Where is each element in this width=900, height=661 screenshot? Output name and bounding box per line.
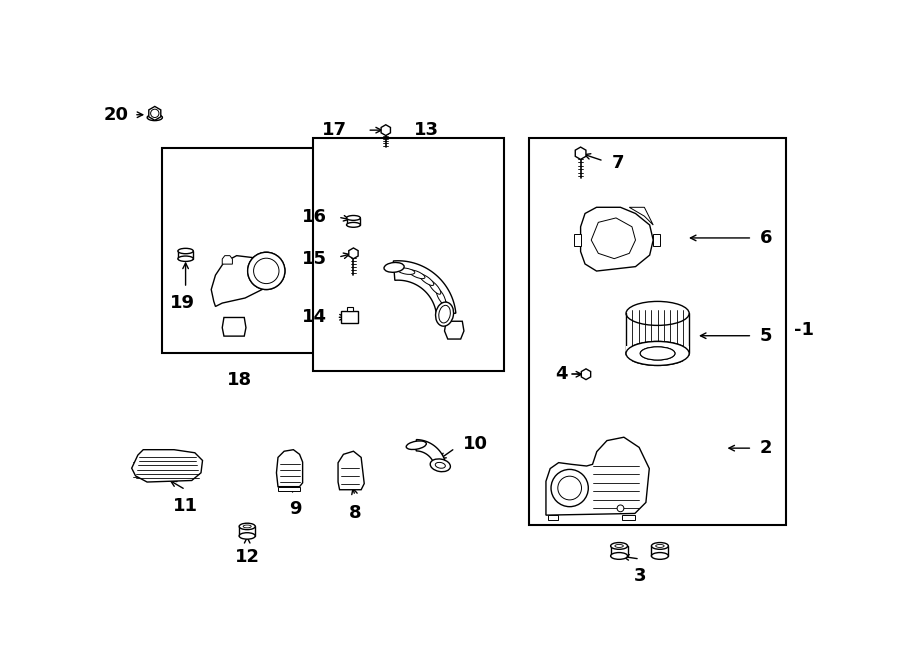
Circle shape — [558, 476, 581, 500]
Ellipse shape — [640, 347, 675, 360]
Ellipse shape — [346, 215, 360, 220]
Bar — [529, 138, 787, 525]
Circle shape — [150, 109, 159, 118]
Ellipse shape — [409, 270, 425, 279]
Ellipse shape — [428, 280, 441, 294]
Ellipse shape — [346, 222, 360, 227]
Polygon shape — [381, 125, 391, 136]
Ellipse shape — [441, 299, 448, 315]
Circle shape — [551, 469, 589, 507]
Ellipse shape — [436, 302, 454, 326]
Text: 16: 16 — [302, 208, 327, 226]
Polygon shape — [573, 234, 580, 247]
Ellipse shape — [419, 274, 434, 286]
Bar — [239, 526, 256, 536]
Circle shape — [254, 258, 279, 284]
Text: 5: 5 — [760, 327, 772, 345]
Polygon shape — [349, 248, 358, 258]
Text: 19: 19 — [170, 294, 195, 312]
Ellipse shape — [640, 347, 675, 360]
Bar — [341, 311, 358, 323]
Polygon shape — [653, 234, 661, 247]
Polygon shape — [416, 440, 446, 467]
Text: 6: 6 — [760, 229, 772, 247]
Bar — [178, 251, 194, 258]
Bar — [652, 546, 669, 556]
Bar — [346, 218, 360, 225]
Circle shape — [617, 505, 624, 512]
Text: 18: 18 — [227, 371, 252, 389]
Text: 15: 15 — [302, 250, 327, 268]
Ellipse shape — [239, 533, 256, 539]
Ellipse shape — [610, 553, 627, 559]
Ellipse shape — [148, 114, 162, 120]
Polygon shape — [222, 317, 246, 336]
Ellipse shape — [178, 249, 194, 254]
Text: 2: 2 — [760, 439, 772, 457]
Ellipse shape — [178, 256, 194, 261]
Text: -1: -1 — [794, 321, 814, 339]
Ellipse shape — [406, 441, 427, 449]
Text: 7: 7 — [611, 154, 624, 173]
Ellipse shape — [248, 253, 285, 290]
Text: 11: 11 — [173, 498, 198, 516]
Circle shape — [248, 253, 285, 290]
Polygon shape — [278, 486, 300, 491]
Polygon shape — [580, 208, 653, 271]
Ellipse shape — [652, 543, 669, 549]
Text: 12: 12 — [235, 548, 260, 566]
Polygon shape — [622, 515, 634, 520]
Text: 13: 13 — [413, 121, 438, 139]
Ellipse shape — [243, 525, 251, 528]
Ellipse shape — [384, 262, 404, 272]
Polygon shape — [547, 515, 558, 520]
Text: 20: 20 — [104, 106, 129, 124]
Bar — [626, 346, 689, 361]
Ellipse shape — [615, 545, 624, 547]
Text: 4: 4 — [555, 366, 568, 383]
Text: 8: 8 — [348, 504, 361, 522]
Bar — [163, 148, 317, 354]
Ellipse shape — [610, 543, 627, 549]
Ellipse shape — [626, 301, 689, 325]
Polygon shape — [276, 449, 302, 486]
Ellipse shape — [652, 553, 669, 559]
Ellipse shape — [626, 342, 689, 366]
Polygon shape — [629, 208, 653, 225]
Polygon shape — [591, 218, 635, 258]
Ellipse shape — [430, 459, 450, 472]
Text: 14: 14 — [302, 308, 327, 327]
Bar — [313, 138, 504, 371]
Ellipse shape — [439, 305, 450, 323]
Polygon shape — [546, 437, 649, 515]
Polygon shape — [222, 256, 232, 264]
Ellipse shape — [239, 524, 256, 529]
Polygon shape — [575, 147, 586, 159]
Polygon shape — [393, 261, 455, 315]
Ellipse shape — [626, 342, 689, 366]
Text: 10: 10 — [463, 434, 488, 453]
Polygon shape — [212, 256, 271, 307]
Bar — [610, 546, 627, 556]
Polygon shape — [338, 451, 364, 490]
Text: 3: 3 — [634, 566, 646, 585]
Text: 9: 9 — [290, 500, 302, 518]
Ellipse shape — [436, 289, 446, 305]
Ellipse shape — [436, 463, 446, 468]
Polygon shape — [581, 369, 590, 379]
Polygon shape — [131, 449, 202, 482]
Ellipse shape — [656, 545, 664, 547]
Polygon shape — [148, 106, 161, 120]
Polygon shape — [346, 307, 353, 311]
Ellipse shape — [398, 268, 415, 274]
Text: 17: 17 — [322, 121, 347, 139]
Polygon shape — [445, 321, 464, 339]
